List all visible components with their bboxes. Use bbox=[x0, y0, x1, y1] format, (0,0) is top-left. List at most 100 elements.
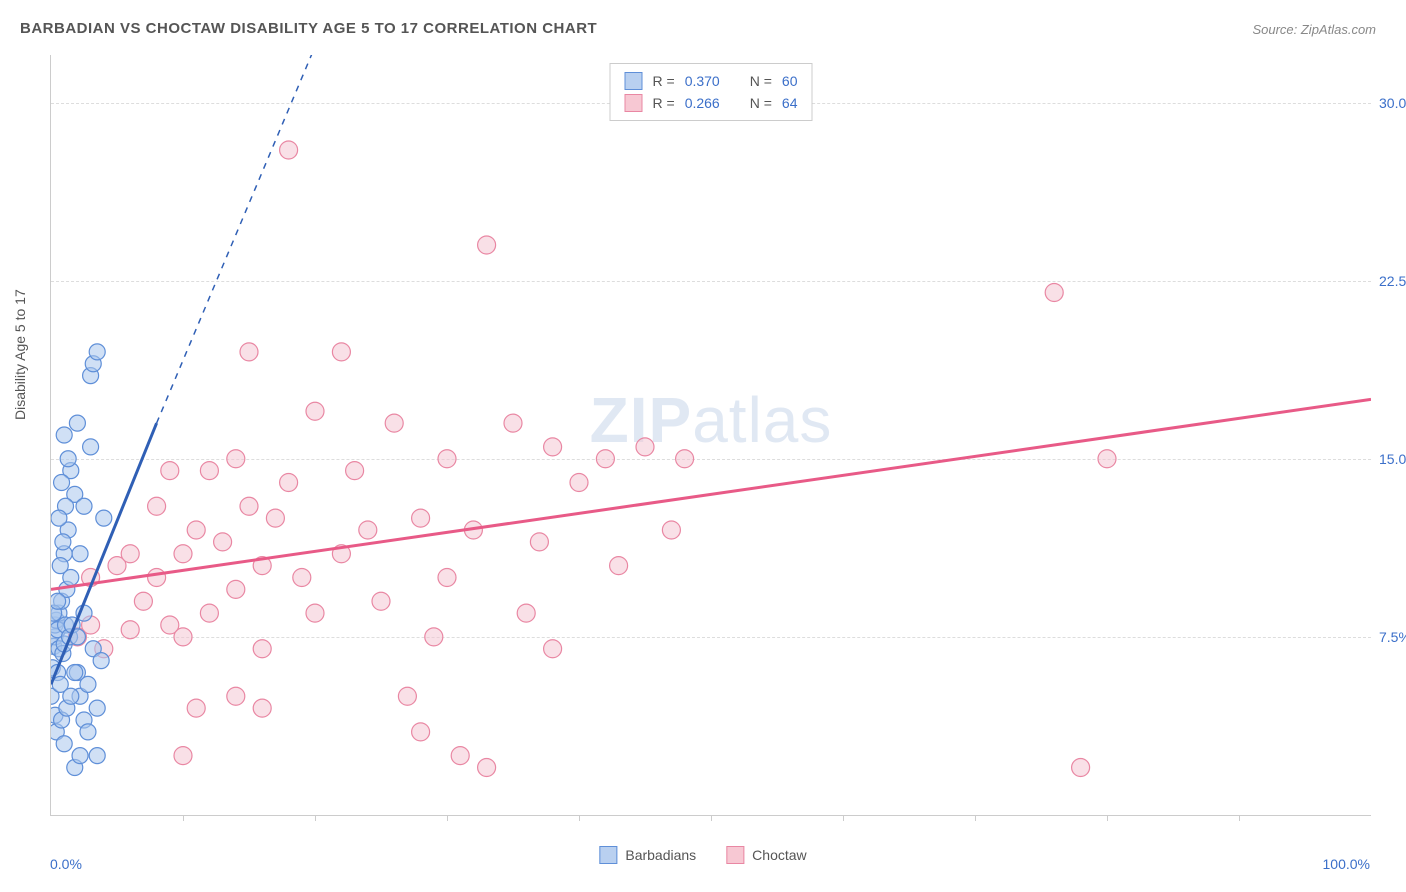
choctaw-point bbox=[200, 462, 218, 480]
r-label: R = bbox=[653, 92, 675, 114]
choctaw-point bbox=[570, 474, 588, 492]
x-tick bbox=[183, 815, 184, 821]
n-label: N = bbox=[750, 92, 772, 114]
choctaw-point bbox=[636, 438, 654, 456]
choctaw-point bbox=[478, 236, 496, 254]
y-axis-label: Disability Age 5 to 17 bbox=[12, 289, 28, 420]
barbadians-point bbox=[51, 510, 67, 526]
choctaw-point bbox=[148, 569, 166, 587]
x-axis-max-label: 100.0% bbox=[1323, 856, 1370, 872]
choctaw-point bbox=[517, 604, 535, 622]
choctaw-point bbox=[372, 592, 390, 610]
choctaw-point bbox=[240, 497, 258, 515]
choctaw-point bbox=[530, 533, 548, 551]
choctaw-point bbox=[438, 450, 456, 468]
x-tick bbox=[843, 815, 844, 821]
barbadians-point bbox=[60, 451, 76, 467]
plot-svg bbox=[51, 55, 1371, 815]
choctaw-point bbox=[478, 759, 496, 777]
choctaw-point bbox=[1045, 284, 1063, 302]
y-tick-label: 22.5% bbox=[1379, 273, 1406, 289]
x-tick bbox=[975, 815, 976, 821]
choctaw-point bbox=[214, 533, 232, 551]
choctaw-point bbox=[134, 592, 152, 610]
choctaw-point bbox=[306, 604, 324, 622]
choctaw-point bbox=[187, 521, 205, 539]
barbadians-point bbox=[72, 748, 88, 764]
chart-title: BARBADIAN VS CHOCTAW DISABILITY AGE 5 TO… bbox=[20, 20, 597, 37]
y-tick-label: 30.0% bbox=[1379, 95, 1406, 111]
barbadians-point bbox=[76, 498, 92, 514]
legend-label: Choctaw bbox=[752, 847, 806, 863]
choctaw-point bbox=[451, 747, 469, 765]
choctaw-point bbox=[504, 414, 522, 432]
choctaw-point bbox=[332, 343, 350, 361]
choctaw-point bbox=[200, 604, 218, 622]
legend-label: Barbadians bbox=[625, 847, 696, 863]
choctaw-point bbox=[227, 687, 245, 705]
choctaw-point bbox=[306, 402, 324, 420]
choctaw-point bbox=[425, 628, 443, 646]
choctaw-point bbox=[1098, 450, 1116, 468]
choctaw-point bbox=[121, 545, 139, 563]
choctaw-point bbox=[280, 141, 298, 159]
choctaw-point bbox=[266, 509, 284, 527]
choctaw-point bbox=[544, 438, 562, 456]
series-legend: Barbadians Choctaw bbox=[599, 846, 806, 864]
legend-swatch bbox=[726, 846, 744, 864]
barbadians-point bbox=[52, 558, 68, 574]
r-label: R = bbox=[653, 70, 675, 92]
x-tick bbox=[1239, 815, 1240, 821]
correlation-legend: R =0.370N =60R =0.266N =64 bbox=[610, 63, 813, 121]
choctaw-point bbox=[253, 699, 271, 717]
barbadians-point bbox=[89, 344, 105, 360]
choctaw-point bbox=[253, 640, 271, 658]
choctaw-point bbox=[596, 450, 614, 468]
choctaw-point bbox=[346, 462, 364, 480]
x-tick bbox=[711, 815, 712, 821]
choctaw-point bbox=[412, 509, 430, 527]
legend-swatch bbox=[599, 846, 617, 864]
x-tick bbox=[315, 815, 316, 821]
y-tick-label: 7.5% bbox=[1379, 629, 1406, 645]
choctaw-point bbox=[174, 628, 192, 646]
legend-item: Barbadians bbox=[599, 846, 696, 864]
choctaw-point bbox=[187, 699, 205, 717]
choctaw-point bbox=[121, 621, 139, 639]
barbadians-point bbox=[89, 700, 105, 716]
source-credit: Source: ZipAtlas.com bbox=[1252, 22, 1376, 37]
choctaw-point bbox=[385, 414, 403, 432]
choctaw-point bbox=[412, 723, 430, 741]
barbadians-point bbox=[80, 676, 96, 692]
choctaw-point bbox=[174, 545, 192, 563]
barbadians-point bbox=[93, 653, 109, 669]
choctaw-point bbox=[662, 521, 680, 539]
barbadians-point bbox=[89, 748, 105, 764]
x-tick bbox=[447, 815, 448, 821]
choctaw-point bbox=[438, 569, 456, 587]
x-tick bbox=[579, 815, 580, 821]
barbadians-point bbox=[51, 593, 66, 609]
legend-swatch bbox=[625, 72, 643, 90]
choctaw-point bbox=[610, 557, 628, 575]
legend-item: Choctaw bbox=[726, 846, 806, 864]
choctaw-point bbox=[227, 580, 245, 598]
choctaw-point bbox=[676, 450, 694, 468]
barbadians-point bbox=[67, 665, 83, 681]
barbadians-point bbox=[83, 439, 99, 455]
barbadians-point bbox=[55, 534, 71, 550]
n-value: 64 bbox=[782, 92, 798, 114]
choctaw-point bbox=[359, 521, 377, 539]
chart-plot-area: ZIPatlas R =0.370N =60R =0.266N =64 7.5%… bbox=[50, 55, 1371, 816]
choctaw-point bbox=[280, 474, 298, 492]
legend-row: R =0.370N =60 bbox=[625, 70, 798, 92]
choctaw-point bbox=[148, 497, 166, 515]
legend-row: R =0.266N =64 bbox=[625, 92, 798, 114]
barbadians-point bbox=[63, 688, 79, 704]
x-tick bbox=[1107, 815, 1108, 821]
choctaw-point bbox=[227, 450, 245, 468]
choctaw-point bbox=[240, 343, 258, 361]
r-value: 0.370 bbox=[685, 70, 720, 92]
barbadians-point bbox=[54, 475, 70, 491]
choctaw-point bbox=[544, 640, 562, 658]
